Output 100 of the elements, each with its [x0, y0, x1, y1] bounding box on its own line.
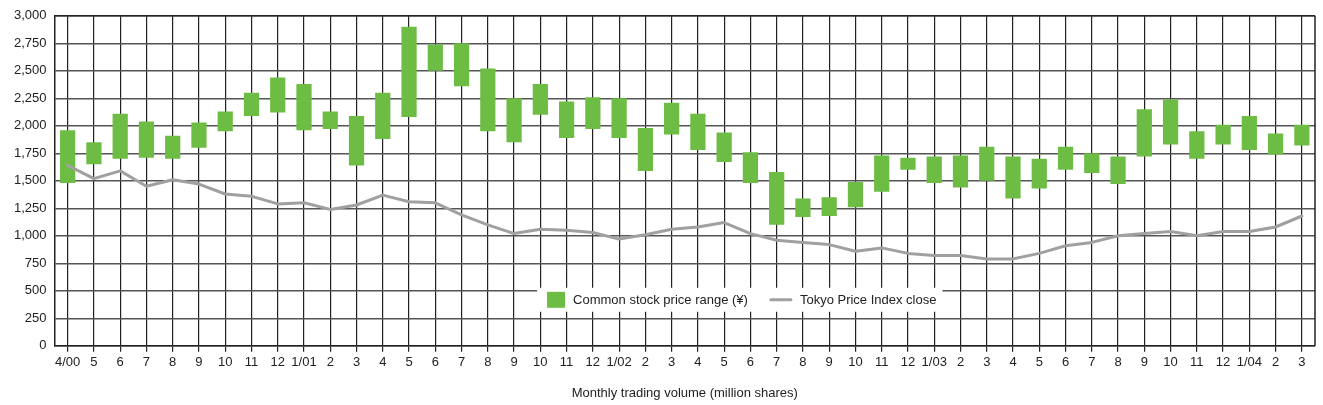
x-tick-label: 7: [773, 354, 781, 370]
y-tick-label: 2,750: [13, 34, 47, 50]
x-tick-label: 9: [1140, 354, 1148, 370]
bar: [874, 155, 890, 192]
x-tick-label: 3: [983, 354, 991, 370]
bar: [401, 26, 417, 117]
x-tick-label: 10: [848, 354, 863, 370]
y-tick-label: 1,750: [13, 144, 47, 160]
y-tick-label: 1,250: [13, 199, 47, 215]
bar: [558, 101, 575, 138]
x-tick-label: 2: [641, 354, 649, 370]
x-tick-label: 4: [694, 354, 702, 370]
bar: [138, 121, 155, 158]
x-tick-label: 11: [244, 354, 259, 370]
x-tick-label: 5: [1035, 354, 1043, 370]
bar: [664, 102, 680, 135]
x-tick-label: 3: [352, 354, 361, 370]
x-tick-label: 6: [1061, 354, 1070, 370]
x-tick-label: 8: [484, 354, 492, 370]
x-tick-label: 9: [195, 354, 203, 370]
bar: [1084, 153, 1100, 174]
x-tick-label: 1/01: [291, 354, 317, 370]
x-tick-label: 7: [457, 354, 466, 370]
y-tick-label: 750: [24, 254, 47, 270]
x-tick-label: 12: [1215, 354, 1231, 370]
bar: [585, 97, 601, 130]
x-tick-label: 6: [431, 354, 439, 370]
x-tick-label: 8: [1114, 354, 1122, 370]
x-tick-label: 3: [1298, 354, 1306, 370]
x-tick-label: 12: [900, 354, 916, 370]
bar: [716, 132, 732, 163]
x-tick-label: 2: [326, 354, 334, 370]
bar: [742, 152, 759, 183]
bar: [532, 84, 548, 115]
x-tick-label: 11: [874, 354, 889, 370]
x-tick-label: 11: [559, 354, 574, 370]
bar: [427, 44, 443, 71]
bar: [217, 111, 233, 132]
bar: [1057, 146, 1074, 170]
bar: [769, 172, 785, 225]
bar: [1005, 156, 1021, 199]
x-tick-label: 8: [169, 354, 177, 370]
bar: [637, 128, 653, 171]
x-tick-label: 12: [585, 354, 601, 370]
bar: [690, 113, 706, 150]
bar: [926, 156, 942, 183]
bar: [1136, 109, 1152, 157]
x-tick-label: 5: [720, 354, 728, 370]
x-tick-label: 4: [379, 354, 387, 370]
legend-label: Common stock price range (¥): [573, 292, 748, 308]
x-tick-label: 9: [825, 354, 833, 370]
bar: [795, 198, 811, 218]
x-tick-label: 5: [405, 354, 413, 370]
bar: [165, 135, 181, 159]
x-tick-label: 1/02: [606, 354, 632, 370]
y-tick-label: 3,000: [13, 7, 47, 23]
bar: [1241, 115, 1257, 150]
bar: [112, 113, 128, 159]
bar: [1294, 124, 1310, 146]
x-tick-label: 6: [746, 354, 755, 370]
bar: [1162, 99, 1179, 145]
x-tick-label: 6: [116, 354, 124, 370]
bar: [1189, 131, 1205, 159]
bar: [900, 157, 916, 170]
x-tick-label: 1/03: [921, 354, 947, 370]
bar: [821, 197, 837, 216]
bar: [375, 92, 391, 139]
x-tick-label: 10: [533, 354, 548, 370]
bar: [952, 155, 969, 188]
y-tick-label: 2,250: [13, 89, 47, 105]
bar: [1110, 156, 1126, 185]
x-tick-label: 8: [799, 354, 807, 370]
x-tick-label: 9: [510, 354, 518, 370]
x-axis-title: Monthly trading volume (million shares): [571, 384, 798, 400]
legend-label: Tokyo Price Index close: [799, 292, 937, 308]
bar: [243, 92, 260, 116]
x-tick-label: 2: [956, 354, 965, 370]
bar: [979, 146, 995, 181]
x-tick-label: 5: [90, 354, 98, 370]
bar: [847, 181, 864, 208]
x-tick-label: 12: [270, 354, 285, 370]
x-tick-label: 11: [1190, 354, 1204, 370]
x-tick-label: 10: [217, 354, 233, 370]
x-tick-label: 2: [1271, 354, 1280, 370]
y-tick-label: 1,000: [13, 227, 47, 243]
bar: [322, 111, 338, 130]
x-tick-label: 7: [142, 354, 151, 370]
bar: [611, 98, 627, 138]
bar: [86, 142, 102, 165]
bar: [453, 43, 470, 87]
y-tick-label: 1,500: [13, 172, 47, 188]
y-tick-label: 2,000: [13, 117, 47, 133]
x-tick-label: 7: [1088, 354, 1096, 370]
bar: [1267, 133, 1284, 155]
bar: [348, 115, 365, 166]
x-tick-label: 1/04: [1236, 354, 1263, 370]
bar: [191, 122, 207, 148]
bar: [1031, 158, 1047, 189]
x-tick-label: 4: [1009, 354, 1017, 370]
y-tick-label: 0: [39, 337, 47, 353]
